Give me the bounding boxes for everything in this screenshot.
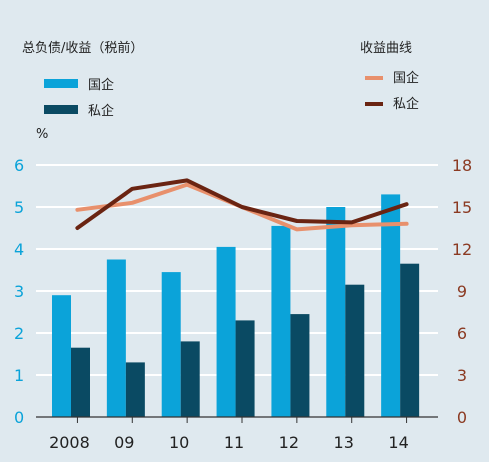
left-axis-tick-label: 0 [14,408,24,427]
bar-soe-09 [106,259,126,417]
legend-label-line-1: 国企 [393,70,419,86]
x-axis-tick-label: 10 [169,433,189,452]
right-axis-tick-label: 9 [457,282,467,301]
bar-soe-2008 [52,295,71,417]
bar-soe-10 [161,272,181,417]
x-axis-tick-label: 13 [334,433,354,452]
left-axis-tick-label: 1 [14,366,24,385]
x-axis-tick-label: 14 [388,433,408,452]
left-axis-tick-label: 3 [14,282,24,301]
bar-private-11 [235,320,255,417]
bar-private-2008 [71,347,90,417]
legend-label-bar-1: 国企 [88,77,114,93]
x-axis-tick-label: 11 [224,433,244,452]
legend-swatch-line-1 [365,76,383,80]
right-axis-tick-label: 15 [452,198,472,217]
right-axis-tick-label: 0 [457,408,467,427]
right-axis-tick-label: 18 [452,156,472,175]
right-axis-tick-label: 12 [452,240,472,259]
x-axis-tick-label: 12 [279,433,299,452]
x-axis-tick-label: 09 [114,433,134,452]
chart-title-left: 总负债/收益（税前） [22,40,143,56]
legend-swatch-line-2 [365,102,383,106]
chart-title-right: 收益曲线 [360,41,412,56]
left-axis-tick-label: 4 [14,240,24,259]
right-axis-tick-label: 3 [457,366,467,385]
bar-private-12 [290,314,310,417]
left-axis-tick-label: 2 [14,324,24,343]
left-axis-unit: % [36,127,48,142]
left-axis-tick-label: 6 [14,156,24,175]
line-private [75,178,409,230]
legend-swatch-bar-1 [44,79,78,88]
bar-soe-12 [271,225,291,417]
legend-label-line-2: 私企 [393,96,419,112]
bar-soe-14 [381,194,401,417]
bar-soe-13 [326,207,346,417]
bar-private-14 [400,263,420,417]
bars [52,194,420,417]
bar-soe-11 [216,246,236,417]
legend-label-bar-2: 私企 [88,103,114,119]
bar-private-13 [345,284,365,417]
bar-private-10 [180,341,200,417]
right-axis-tick-label: 6 [457,324,467,343]
lines [75,178,409,232]
legend-swatch-bar-2 [44,105,78,114]
bar-private-09 [125,362,145,417]
left-axis-tick-label: 5 [14,198,24,217]
x-axis-tick-label: 2008 [49,433,90,452]
